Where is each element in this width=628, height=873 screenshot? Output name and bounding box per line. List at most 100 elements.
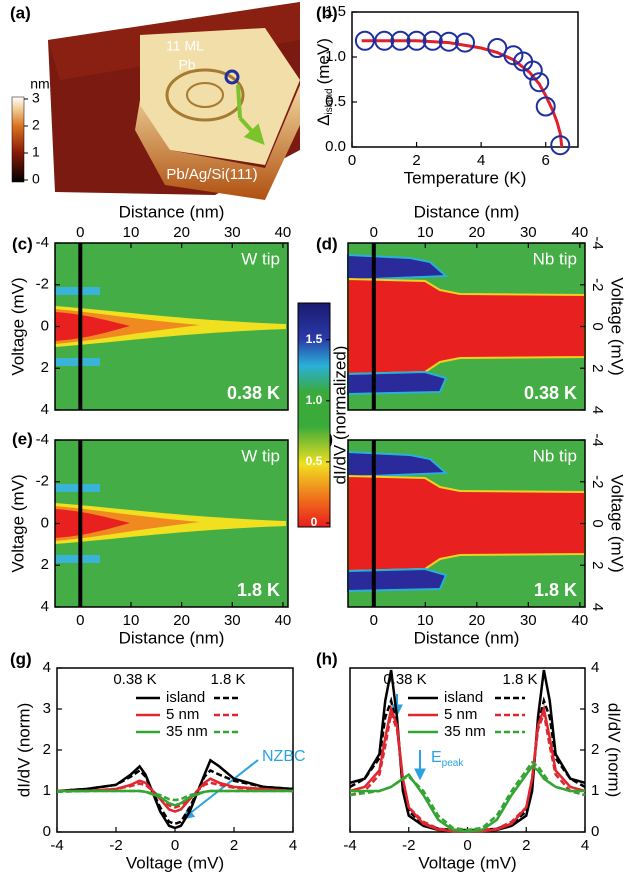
x-axis-label: Distance (nm) bbox=[414, 202, 520, 221]
tip-label: Nb tip bbox=[533, 249, 577, 268]
x-tick-label: 20 bbox=[173, 612, 190, 629]
y-tick-label: 4 bbox=[41, 598, 49, 615]
colorbar-tick-label: 0.5 bbox=[306, 454, 323, 468]
y-tick-label: -4 bbox=[36, 234, 49, 251]
y-tick-label: -2 bbox=[589, 475, 606, 488]
y-axis-label: Voltage (mV) bbox=[8, 474, 27, 572]
y-tick-label: -2 bbox=[36, 276, 49, 293]
legend-label: island bbox=[166, 689, 205, 706]
spectrum-line bbox=[56, 758, 294, 830]
data-point bbox=[374, 30, 395, 51]
data-point bbox=[438, 31, 459, 52]
temperature-label: 0.38 K bbox=[524, 383, 577, 403]
tip-label: W tip bbox=[241, 249, 280, 268]
fit-line bbox=[361, 39, 564, 148]
annotation-text: E bbox=[431, 749, 442, 766]
x-tick-label: -4 bbox=[343, 837, 356, 854]
annotation: 11 ML bbox=[166, 38, 204, 54]
x-tick-label: 6 bbox=[542, 152, 550, 169]
legend-header: 0.38 K bbox=[113, 671, 156, 688]
x-tick-label: 10 bbox=[417, 612, 434, 629]
x-tick-label: 2 bbox=[412, 152, 420, 169]
colorbar-tick-label: 1 bbox=[32, 144, 40, 160]
y-axis-label: dI/dV (norm) bbox=[14, 703, 33, 797]
legend-label: 5 nm bbox=[444, 706, 477, 723]
y-tick-label: 2 bbox=[41, 556, 49, 573]
legend-header: 1.8 K bbox=[210, 671, 245, 688]
y-axis-label-text: Δ bbox=[314, 115, 333, 126]
x-axis-label: Distance (nm) bbox=[119, 202, 225, 221]
y-tick-label: 2 bbox=[591, 741, 599, 758]
annotation-text: NZBC bbox=[262, 748, 306, 765]
y-axis-label: Δisland (meV) bbox=[314, 38, 334, 126]
x-tick-label: 4 bbox=[581, 837, 589, 854]
x-tick-label: 30 bbox=[224, 612, 241, 629]
y-axis-label: Voltage (mV) bbox=[608, 474, 627, 572]
x-tick-label: 10 bbox=[417, 224, 434, 241]
x-tick-label: -4 bbox=[50, 837, 63, 854]
x-tick-label: 4 bbox=[477, 152, 485, 169]
annotation: NZBC bbox=[262, 748, 306, 765]
panel-label: (a) bbox=[10, 3, 31, 22]
y-axis-label: dI/dV (norm) bbox=[605, 703, 624, 797]
y-tick-label: -4 bbox=[589, 236, 606, 249]
legend-header: 1.8 K bbox=[502, 671, 537, 688]
data-point bbox=[529, 72, 550, 93]
y-tick-label: 4 bbox=[43, 659, 51, 676]
panel-label: (g) bbox=[10, 649, 32, 668]
data-point bbox=[406, 30, 427, 51]
y-tick-label: 2 bbox=[589, 561, 606, 569]
annotation: Epeak bbox=[431, 749, 464, 768]
y-tick-label: 3 bbox=[43, 700, 51, 717]
colorbar-tick-label: 3 bbox=[32, 90, 40, 106]
panel-label: (h) bbox=[316, 649, 338, 668]
panel-label: (d) bbox=[316, 234, 338, 253]
data-point bbox=[550, 135, 571, 156]
x-tick-label: 4 bbox=[289, 837, 297, 854]
y-tick-label: 0 bbox=[589, 519, 606, 527]
y-axis-label: Voltage (mV) bbox=[8, 277, 27, 375]
spectrum-line bbox=[57, 789, 293, 807]
y-tick-label: 1 bbox=[43, 782, 51, 799]
x-axis-label: Voltage (mV) bbox=[126, 853, 224, 872]
tip-label: W tip bbox=[241, 446, 280, 465]
y-axis-label: Voltage (mV) bbox=[608, 277, 627, 375]
x-tick-label: -2 bbox=[402, 837, 415, 854]
x-tick-label: 40 bbox=[275, 612, 292, 629]
x-tick-label: 0 bbox=[348, 152, 356, 169]
legend-label: 35 nm bbox=[444, 723, 486, 740]
y-tick-label: 0.5 bbox=[325, 93, 346, 110]
colorbar-tick-label: 1.5 bbox=[306, 332, 323, 346]
x-tick-label: 2 bbox=[230, 837, 238, 854]
y-axis-label-text: island bbox=[324, 88, 335, 114]
y-tick-label: 4 bbox=[41, 401, 49, 418]
x-tick-label: 0 bbox=[370, 612, 378, 629]
y-tick-label: -2 bbox=[36, 473, 49, 490]
data-point bbox=[503, 45, 524, 66]
x-tick-label: 10 bbox=[123, 224, 140, 241]
x-tick-label: 30 bbox=[224, 224, 241, 241]
annotation: Pb/Ag/Si(111) bbox=[166, 166, 257, 183]
x-axis-label: Voltage (mV) bbox=[418, 853, 516, 872]
x-tick-label: 40 bbox=[572, 224, 589, 241]
x-tick-label: 0 bbox=[463, 837, 471, 854]
y-tick-label: 1.5 bbox=[325, 3, 346, 20]
y-tick-label: 3 bbox=[591, 700, 599, 717]
annotation-text: peak bbox=[442, 758, 465, 769]
panel-label: (c) bbox=[12, 234, 33, 253]
y-tick-label: 0 bbox=[591, 823, 599, 840]
colorbar-label: dI/dV (normalized) bbox=[330, 346, 349, 485]
tip-label: Nb tip bbox=[533, 446, 577, 465]
x-tick-label: 20 bbox=[468, 612, 485, 629]
y-tick-label: 4 bbox=[591, 659, 599, 676]
temperature-label: 0.38 K bbox=[227, 383, 280, 403]
y-tick-label: 0 bbox=[43, 823, 51, 840]
x-tick-label: 30 bbox=[520, 224, 537, 241]
legend-label: 35 nm bbox=[166, 723, 208, 740]
x-axis-label: Distance (nm) bbox=[414, 628, 520, 647]
annotation-arrow bbox=[182, 759, 259, 820]
colorbar-unit: nm bbox=[30, 76, 49, 92]
data-point bbox=[535, 96, 556, 117]
spectrum-line bbox=[57, 777, 294, 813]
